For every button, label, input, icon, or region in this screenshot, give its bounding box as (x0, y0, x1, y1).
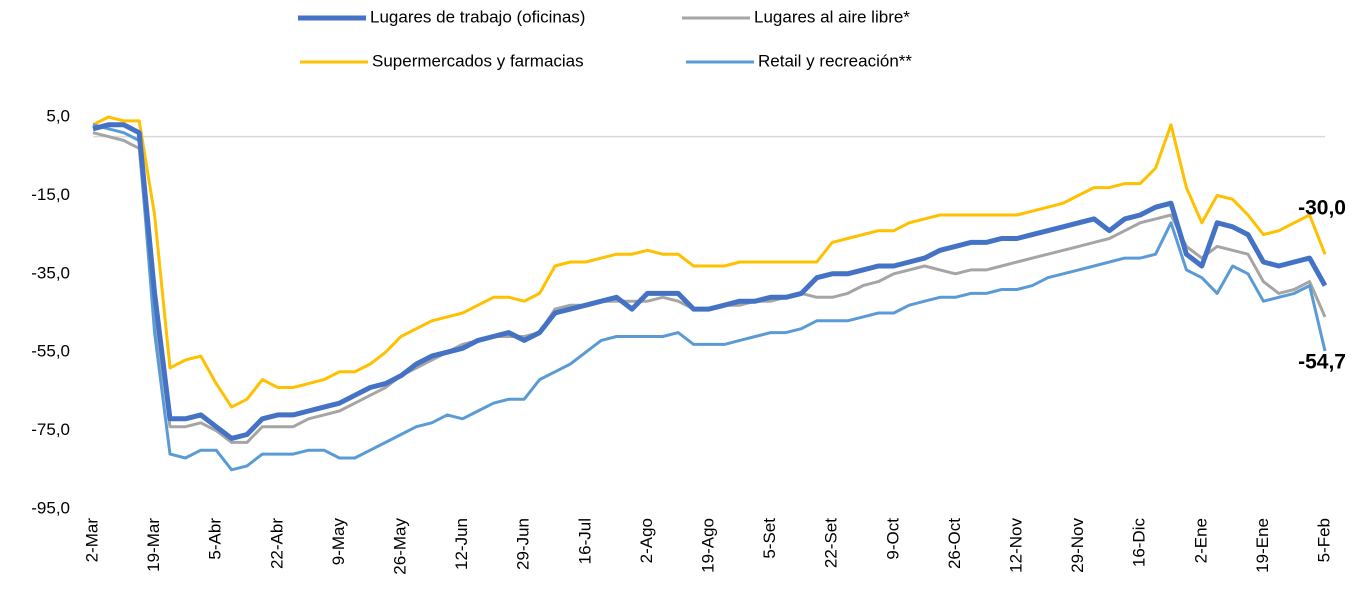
x-tick-label: 16-Dic (1130, 518, 1149, 568)
y-tick-label: -75,0 (31, 420, 70, 439)
legend-label: Lugares de trabajo (oficinas) (370, 7, 585, 26)
y-tick-label: -15,0 (31, 185, 70, 204)
x-tick-label: 2-Ene (1191, 518, 1210, 563)
legend-label: Lugares al aire libre* (754, 7, 910, 26)
x-tick-label: 29-Nov (1068, 518, 1087, 573)
value-label: -54,7 (1298, 351, 1346, 374)
x-tick-label: 22-Set (822, 518, 841, 568)
legend-label: Supermercados y farmacias (372, 51, 584, 70)
x-tick-label: 5-Set (760, 518, 779, 559)
x-tick-label: 2-Mar (82, 518, 101, 563)
x-tick-label: 19-Ene (1253, 518, 1272, 573)
x-tick-label: 26-May (390, 518, 409, 575)
x-tick-label: 12-Nov (1006, 518, 1025, 573)
series-line (92, 131, 1327, 444)
x-tick-label: 9-Oct (883, 518, 902, 560)
x-tick-label: 12-Jun (452, 518, 471, 570)
x-tick-label: 19-Mar (144, 518, 163, 572)
y-tick-label: 5,0 (46, 106, 70, 125)
y-tick-label: -95,0 (31, 498, 70, 517)
x-tick-label: 5-Feb (1314, 518, 1333, 562)
x-tick-label: 5-Abr (206, 518, 225, 560)
series-line (92, 123, 1327, 472)
x-tick-label: 29-Jun (514, 518, 533, 570)
series-line (92, 115, 1327, 409)
value-label: -30,0 (1298, 197, 1346, 220)
x-tick-label: 9-May (329, 518, 348, 566)
x-tick-label: 19-Ago (698, 518, 717, 573)
y-tick-label: -35,0 (31, 263, 70, 282)
x-tick-label: 16-Jul (575, 518, 594, 564)
x-tick-label: 26-Oct (945, 518, 964, 569)
legend-label: Retail y recreación** (758, 51, 912, 70)
x-tick-label: 22-Abr (267, 518, 286, 569)
series-line (92, 122, 1328, 441)
x-tick-label: 2-Ago (637, 518, 656, 563)
y-tick-label: -55,0 (31, 342, 70, 361)
